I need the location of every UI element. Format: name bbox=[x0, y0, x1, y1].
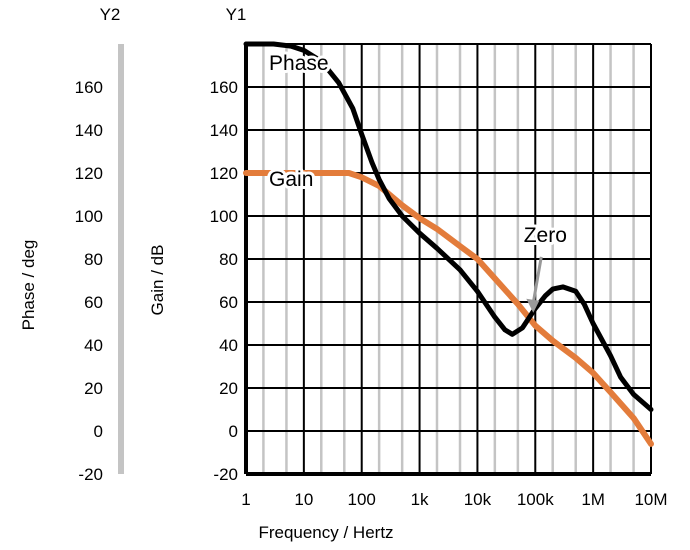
phase-label: Phase bbox=[269, 52, 329, 75]
y2-tick-label: 40 bbox=[84, 336, 103, 355]
y1-tick-label: 140 bbox=[210, 121, 238, 140]
y1-tick-label: 160 bbox=[210, 78, 238, 97]
plot-axes bbox=[118, 44, 651, 476]
y1-tick-label: 20 bbox=[219, 379, 238, 398]
y1-tick-label: -20 bbox=[213, 465, 238, 484]
y1-tick-label: 100 bbox=[210, 207, 238, 226]
y1-tick-label: 0 bbox=[229, 422, 238, 441]
data-series bbox=[243, 41, 654, 447]
x-tick-label: 1M bbox=[581, 490, 605, 509]
zero-label-halo: Zero bbox=[524, 224, 567, 247]
x-tick-label: 100k bbox=[517, 490, 554, 509]
y1-axis-name: Y1 bbox=[226, 5, 247, 24]
y1-tick-label: 60 bbox=[219, 293, 238, 312]
gain-label-halo: Gain bbox=[269, 168, 313, 191]
y1-axis-label: Gain / dB bbox=[148, 245, 167, 316]
y1-tick-label: 80 bbox=[219, 250, 238, 269]
y2-axis-name: Y2 bbox=[100, 5, 121, 24]
zero-arrow-head bbox=[526, 298, 540, 313]
y1-tick-label: 120 bbox=[210, 164, 238, 183]
y2-axis-label: Phase / deg bbox=[19, 240, 38, 331]
x-tick-label: 1k bbox=[411, 490, 429, 509]
x-tick-label: 1 bbox=[241, 490, 250, 509]
gain-label: Gain bbox=[269, 168, 313, 191]
x-tick-label: 10k bbox=[464, 490, 492, 509]
y1-tick-label: 40 bbox=[219, 336, 238, 355]
zero-arrow-shaft bbox=[531, 256, 543, 304]
y2-tick-label: 60 bbox=[84, 293, 103, 312]
x-tick-label: 10M bbox=[634, 490, 667, 509]
y2-tick-label: 20 bbox=[84, 379, 103, 398]
phase-label-halo: Phase bbox=[269, 52, 329, 75]
y2-tick-label: 80 bbox=[84, 250, 103, 269]
tick-labels: 1 10 100 1k 10k 100k 1M 10M -20 0 20 40 60 80 100 120 14… bbox=[75, 78, 668, 509]
zero-label: Zero bbox=[524, 224, 567, 247]
x-tick-label: 10 bbox=[294, 490, 313, 509]
gain-line bbox=[243, 170, 654, 447]
y2-tick-label: 100 bbox=[75, 207, 103, 226]
x-tick-label: 100 bbox=[348, 490, 376, 509]
y2-tick-label: 120 bbox=[75, 164, 103, 183]
phase-line bbox=[243, 41, 654, 412]
x-axis-label: Frequency / Hertz bbox=[258, 523, 393, 542]
y2-tick-label: 160 bbox=[75, 78, 103, 97]
y2-tick-label: -20 bbox=[78, 465, 103, 484]
y2-tick-label: 140 bbox=[75, 121, 103, 140]
y2-tick-label: 0 bbox=[94, 422, 103, 441]
